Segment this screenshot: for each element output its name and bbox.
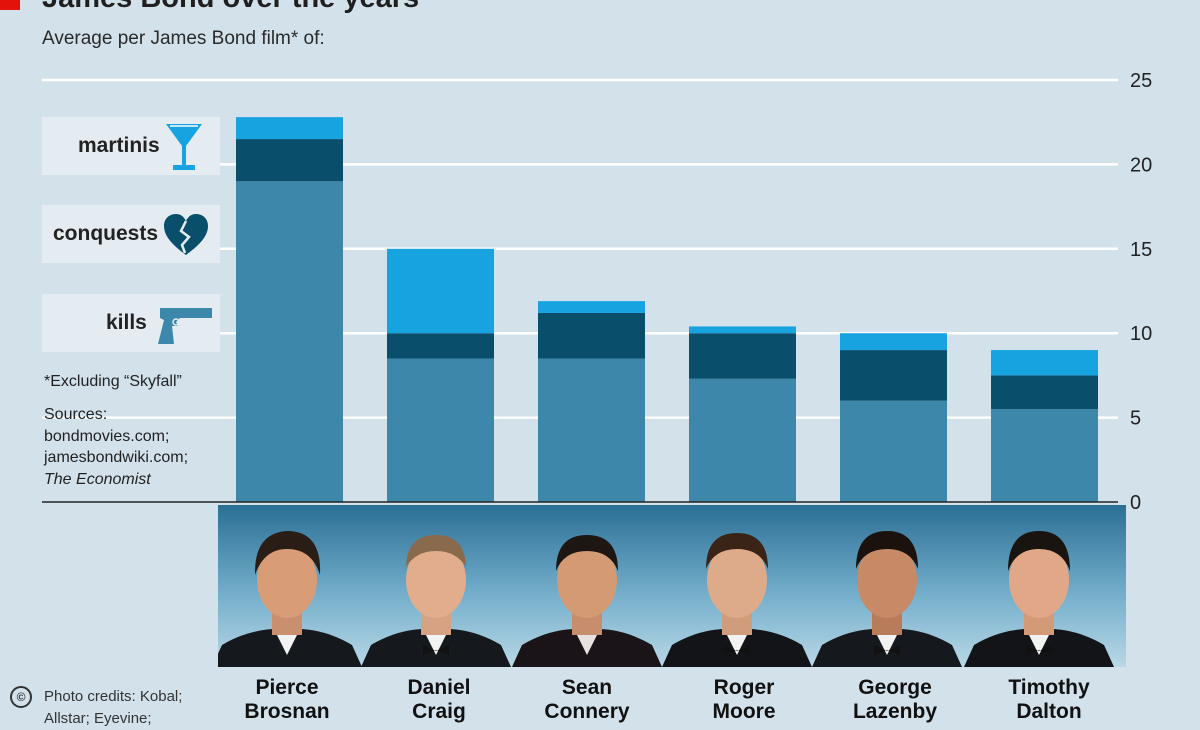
legend-item-conquests: conquests [42, 205, 220, 263]
bar-segment-martinis [689, 326, 796, 334]
bar-segment-martinis [538, 301, 645, 313]
bar-segment-conquests [689, 333, 796, 379]
bar-segment-martinis [387, 248, 494, 334]
bar-segment-kills [689, 378, 796, 502]
actor-name: George Lazenby [820, 676, 970, 724]
actor-first-name: Pierce [255, 676, 319, 699]
bar-segment-martinis [236, 117, 343, 140]
source-line: The Economist [44, 470, 151, 488]
pistol-icon [158, 308, 212, 344]
y-tick-label: 15 [1130, 239, 1152, 261]
actor-name: Pierce Brosnan [212, 676, 362, 724]
source-line: bondmovies.com; [44, 427, 170, 445]
y-tick-label: 10 [1130, 323, 1152, 345]
legend-item-kills: kills [42, 294, 220, 352]
broken-heart-icon [164, 214, 208, 255]
y-tick-label: 25 [1130, 70, 1152, 92]
brand-red-mark [0, 0, 20, 10]
actor-first-name: George [858, 676, 932, 699]
y-tick-label: 0 [1130, 492, 1141, 514]
footnote: *Excluding “Skyfall” [44, 373, 182, 390]
martini-glass-icon [166, 124, 202, 170]
y-tick-label: 20 [1130, 154, 1152, 176]
actor-portrait [361, 535, 511, 667]
bar-segment-conquests [538, 312, 645, 359]
chart-subtitle: Average per James Bond film* of: [42, 28, 325, 49]
copyright-icon: © [10, 686, 32, 708]
actor-last-name: Craig [412, 700, 466, 723]
bar-segment-martinis [840, 333, 947, 351]
sources: Sources: bondmovies.com; jamesbondwiki.c… [44, 404, 188, 490]
bar-segment-kills [538, 358, 645, 502]
photo-credits: Photo credits: Kobal; Allstar; Eyevine; [44, 686, 182, 730]
actor-last-name: Brosnan [244, 700, 330, 723]
actor-last-name: Connery [544, 700, 630, 723]
bar-segment-conquests [991, 375, 1098, 410]
actor-portrait [964, 531, 1114, 667]
actor-last-name: Lazenby [852, 700, 938, 723]
bar-segment-kills [387, 358, 494, 502]
actor-first-name: Sean [561, 676, 613, 699]
actor-name: Daniel Craig [364, 676, 514, 724]
actor-name: Sean Connery [512, 676, 662, 724]
sources-label: Sources: [44, 406, 108, 423]
bar-segment-kills [236, 181, 343, 502]
actor-photo-strip [218, 505, 1126, 667]
credits-line: Allstar; Eyevine; [44, 710, 152, 727]
legend-item-martinis: martinis [42, 117, 220, 175]
actor-portrait [662, 533, 812, 667]
chart-title: James Bond over the years [42, 0, 419, 15]
bar-segment-conquests [236, 139, 343, 182]
bar-segment-conquests [387, 333, 494, 359]
actor-first-name: Daniel [407, 676, 471, 699]
actor-portrait [812, 531, 962, 667]
y-tick-label: 5 [1130, 408, 1141, 430]
actor-last-name: Dalton [1016, 700, 1082, 723]
actor-name: Timothy Dalton [974, 676, 1124, 724]
actor-portrait [512, 535, 662, 667]
source-line: jamesbondwiki.com; [44, 449, 189, 466]
legend-label-conquests: conquests [53, 222, 159, 245]
bar-segment-conquests [840, 350, 947, 401]
bar-segment-kills [840, 400, 947, 502]
actor-first-name: Roger [713, 676, 775, 699]
legend-label-martinis: martinis [78, 134, 160, 157]
actor-portrait [218, 531, 362, 667]
bar-segment-kills [991, 409, 1098, 502]
credits-line: Photo credits: Kobal; [44, 688, 183, 705]
legend-label-kills: kills [106, 311, 147, 334]
actor-first-name: Timothy [1008, 676, 1090, 699]
bar-segment-martinis [991, 350, 1098, 376]
actor-last-name: Moore [712, 700, 776, 723]
actor-name: Roger Moore [669, 676, 819, 724]
